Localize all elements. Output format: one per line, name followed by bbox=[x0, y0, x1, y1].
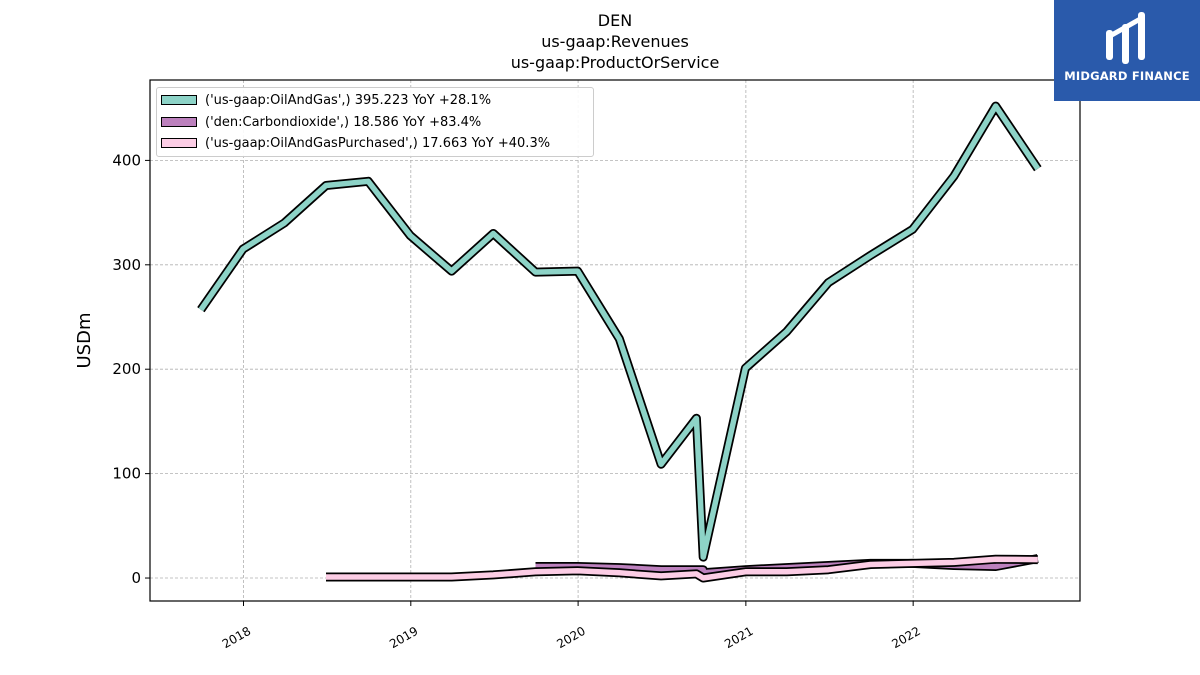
brand-logo: MIDGARD FINANCE bbox=[1054, 0, 1200, 101]
y-axis-label: USDm bbox=[74, 313, 95, 369]
legend-label-oil-and-gas-purchased: ('us-gaap:OilAndGasPurchased',) 17.663 Y… bbox=[205, 135, 551, 151]
y-tick-label: 200 bbox=[112, 360, 141, 378]
x-tick-label: 2021 bbox=[722, 624, 755, 651]
grid bbox=[150, 80, 1080, 601]
legend-swatch-carbon-dioxide bbox=[161, 117, 197, 127]
y-tick-label: 100 bbox=[112, 465, 141, 483]
chart-title-line-2: us-gaap:Revenues bbox=[541, 32, 689, 51]
series-line-0 bbox=[198, 103, 1041, 560]
legend-item-carbon-dioxide: ('den:Carbondioxide',) 18.586 YoY +83.4% bbox=[161, 113, 481, 131]
legend-swatch-oil-and-gas-purchased bbox=[161, 138, 197, 148]
chart-title: DEN us-gaap:Revenues us-gaap:ProductOrSe… bbox=[150, 10, 1080, 73]
chart-title-line-3: us-gaap:ProductOrService bbox=[510, 53, 720, 72]
logo-text: MIDGARD FINANCE bbox=[1064, 69, 1190, 83]
x-tick-label: 2020 bbox=[554, 624, 587, 651]
y-tick-label: 400 bbox=[112, 151, 141, 169]
legend-item-oil-and-gas-purchased: ('us-gaap:OilAndGasPurchased',) 17.663 Y… bbox=[161, 134, 550, 152]
legend-item-oil-and-gas: ('us-gaap:OilAndGas',) 395.223 YoY +28.1… bbox=[161, 91, 491, 109]
chart-title-line-1: DEN bbox=[597, 11, 633, 30]
y-tick-label: 0 bbox=[131, 569, 141, 587]
legend-label-carbon-dioxide: ('den:Carbondioxide',) 18.586 YoY +83.4% bbox=[205, 114, 482, 130]
x-tick-label: 2022 bbox=[889, 624, 922, 651]
chart-legend: ('us-gaap:OilAndGas',) 395.223 YoY +28.1… bbox=[156, 87, 594, 157]
legend-label-oil-and-gas: ('us-gaap:OilAndGas',) 395.223 YoY +28.1… bbox=[205, 92, 492, 108]
logo-mark-icon bbox=[1106, 12, 1145, 64]
legend-swatch-oil-and-gas bbox=[161, 95, 197, 105]
y-tick-label: 300 bbox=[112, 256, 141, 274]
plot-frame bbox=[149, 79, 1081, 602]
series-line-outline-0 bbox=[197, 101, 1042, 562]
x-tick-label: 2019 bbox=[387, 624, 420, 651]
series-line-2 bbox=[326, 556, 1038, 581]
series-layer bbox=[197, 101, 1042, 583]
x-tick-label: 2018 bbox=[220, 624, 253, 651]
